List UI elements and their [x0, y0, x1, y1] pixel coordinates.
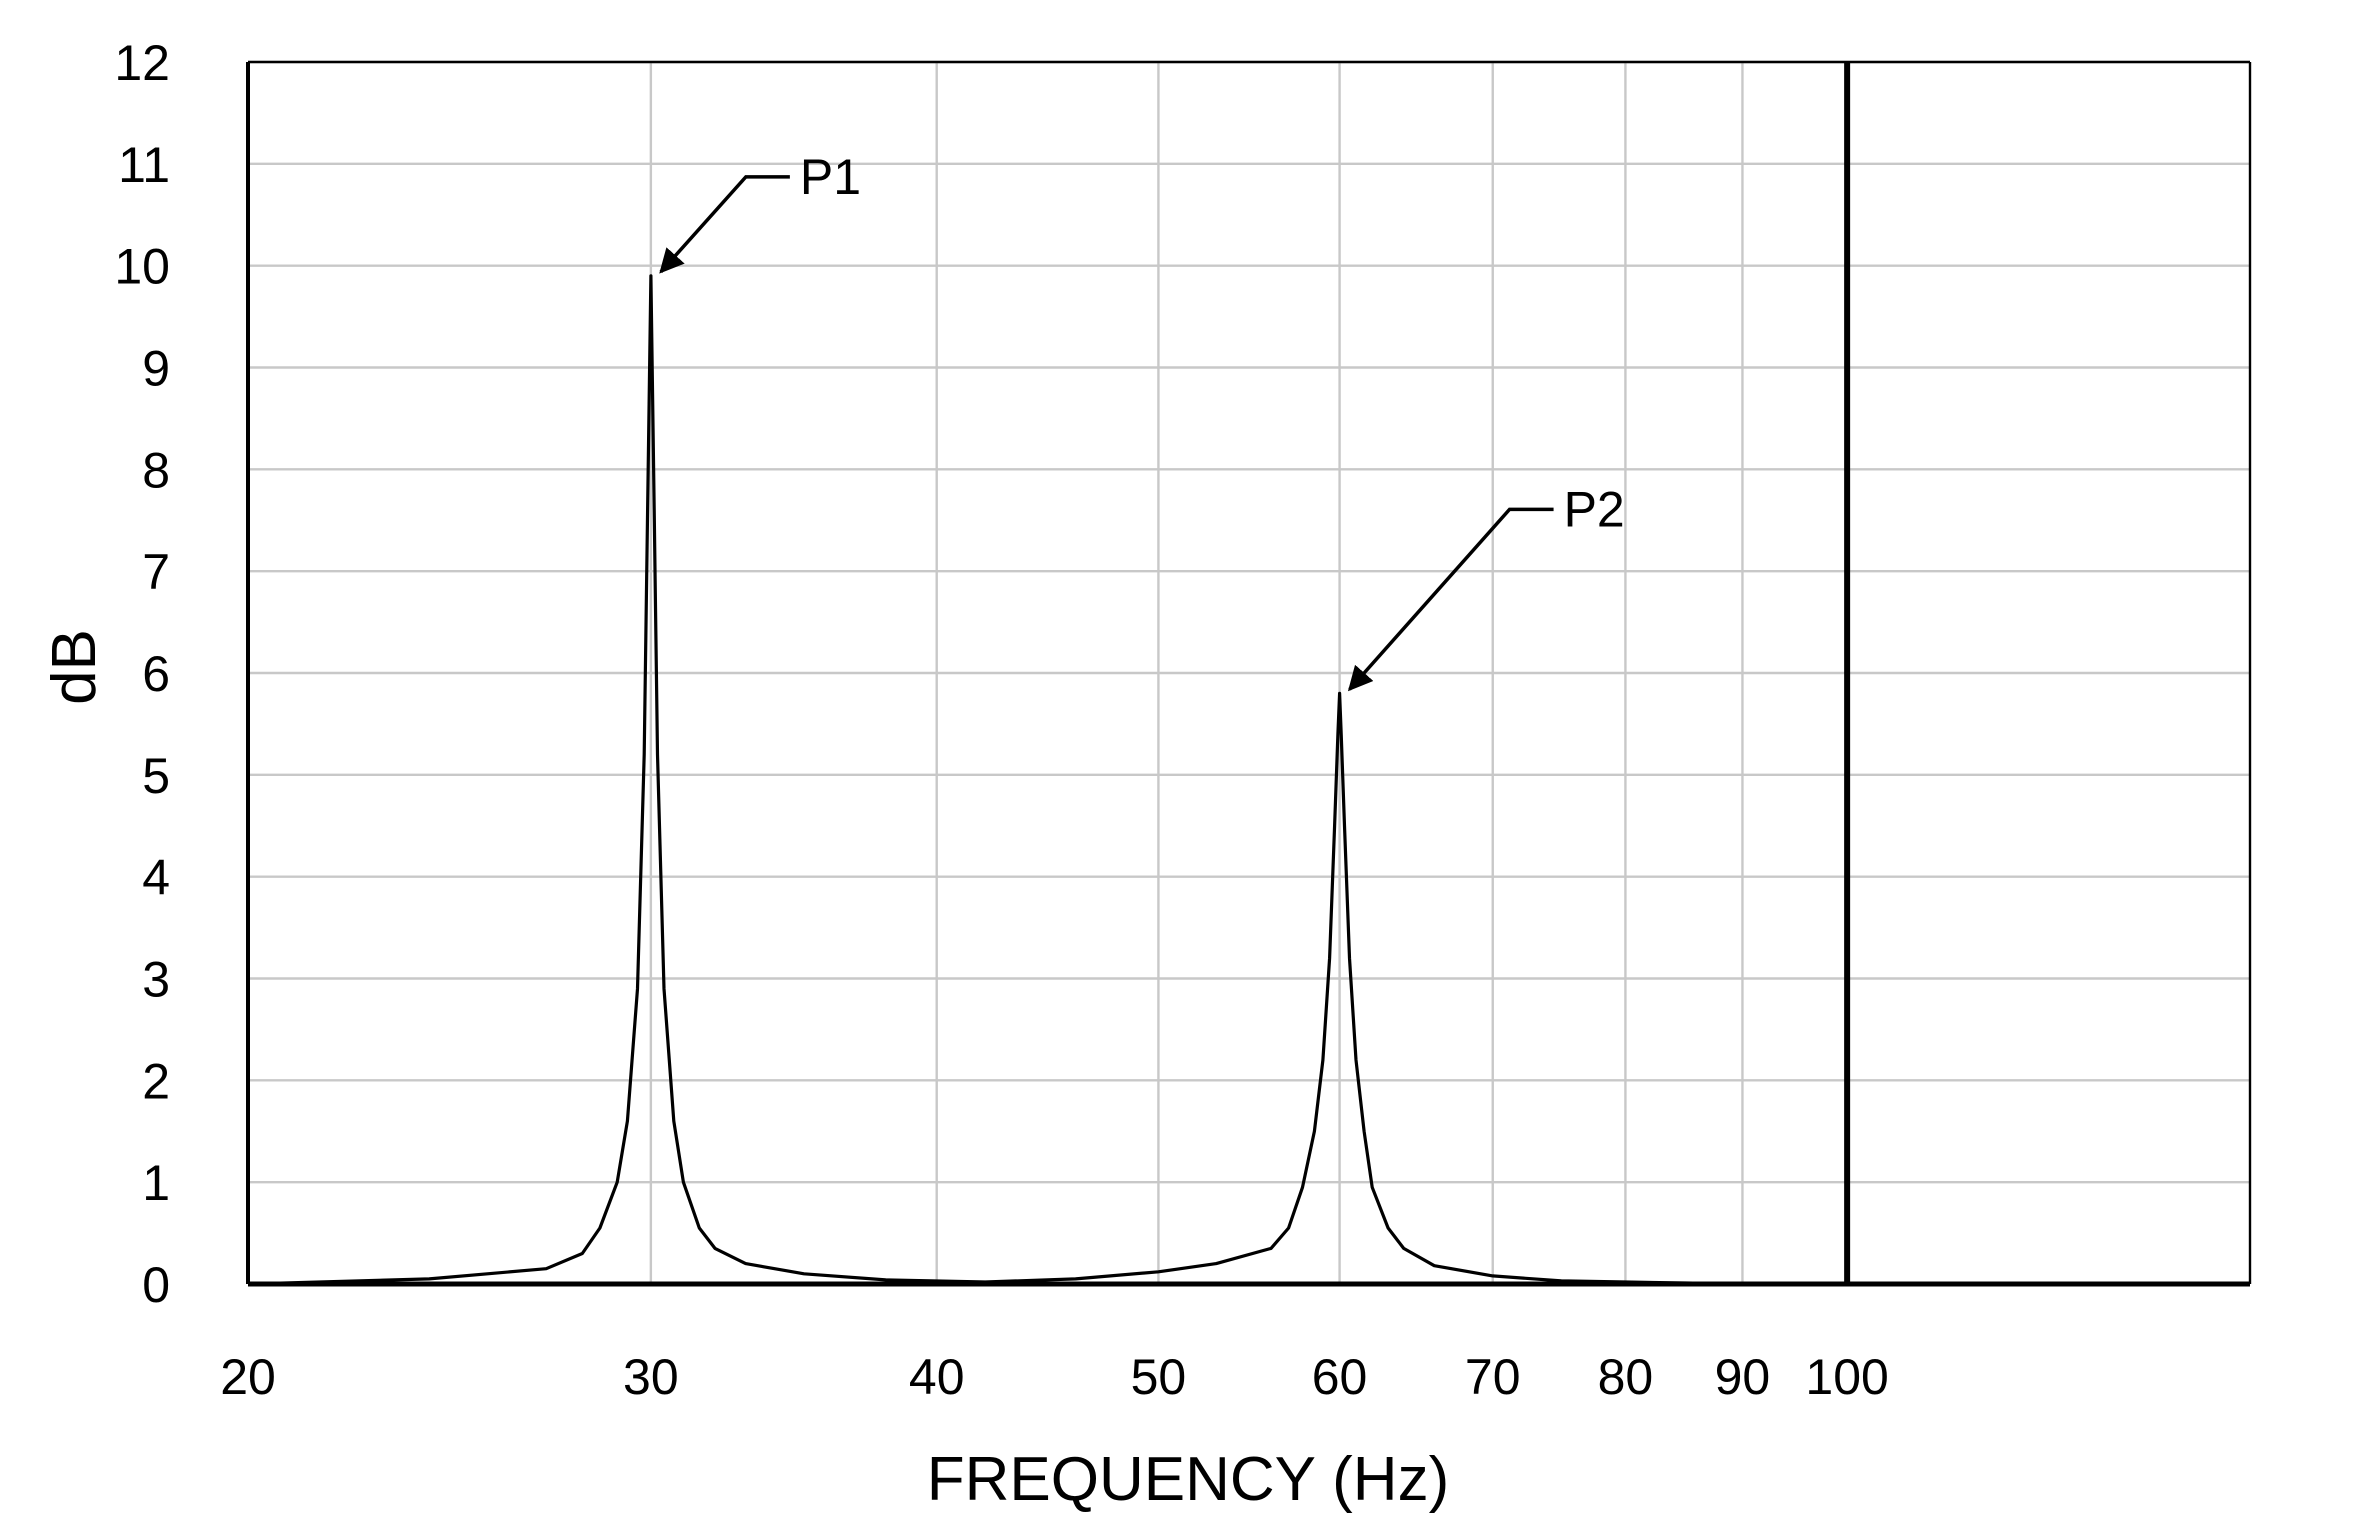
response-curve: [247, 274, 2250, 1286]
y-tick-label: 1: [142, 1155, 170, 1211]
x-tick-label: 60: [1312, 1349, 1368, 1405]
y-tick-label: 6: [142, 646, 170, 702]
x-tick-label: 20: [220, 1349, 276, 1405]
y-tick-label: 7: [142, 544, 170, 600]
y-tick-label: 0: [142, 1257, 170, 1313]
y-axis-title: dB: [40, 629, 109, 705]
y-tick-label: 11: [118, 137, 170, 193]
x-tick-label: 30: [623, 1349, 679, 1405]
y-tick-label: 8: [142, 442, 170, 498]
y-tick-label: 9: [142, 341, 170, 397]
x-tick-label: 90: [1715, 1349, 1771, 1405]
peak-leader-line: [1347, 507, 1554, 692]
x-tick-label: 50: [1131, 1349, 1187, 1405]
x-tick-label: 40: [909, 1349, 965, 1405]
y-tick-label: 4: [142, 850, 170, 906]
y-tick-label: 3: [142, 952, 170, 1008]
peak-label: P2: [1564, 481, 1625, 537]
x-tick-label: 100: [1805, 1349, 1888, 1405]
y-tick-label: 2: [142, 1053, 170, 1109]
y-tick-label: 12: [114, 35, 170, 91]
x-axis-title: FREQUENCY (Hz): [927, 1445, 1449, 1514]
peak-label: P1: [800, 149, 861, 205]
peak-leader-line: [659, 175, 790, 274]
x-tick-label: 80: [1598, 1349, 1654, 1405]
peak-annotations: P1 P2: [659, 149, 1625, 692]
series-layer: [247, 274, 2250, 1286]
y-tick-label: 5: [142, 748, 170, 804]
y-tick-label: 10: [114, 239, 170, 295]
x-tick-label: 70: [1465, 1349, 1521, 1405]
